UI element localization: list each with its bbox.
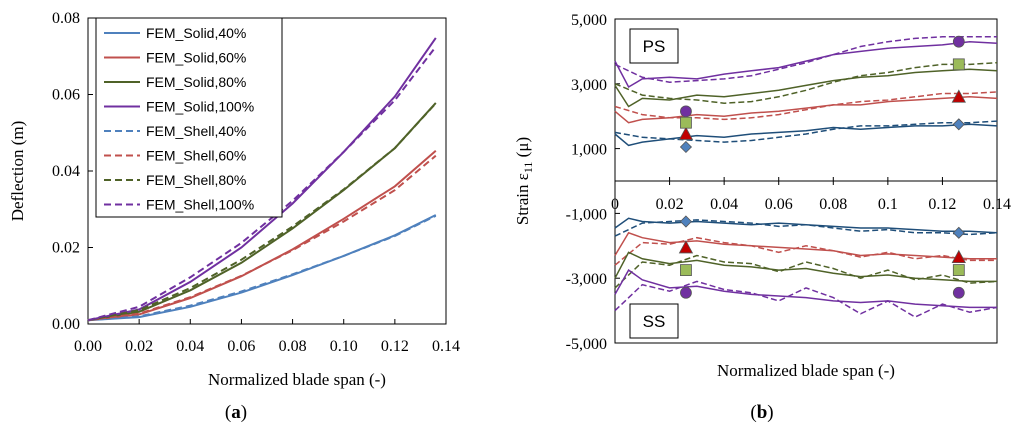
ps-box: PS	[629, 28, 679, 64]
series-line	[87, 102, 437, 322]
y-tick-label: 0.08	[52, 10, 80, 27]
series-line	[614, 219, 998, 237]
marker-square	[680, 264, 692, 277]
chart-b-ticks: 0 0.02 0.04 0.06 0.08 0.1 0.12 0.14 5,000 3,000 1,…	[566, 12, 1011, 353]
chart-b-xlabel: Normalized blade span (-)	[717, 361, 895, 380]
x-tick-label: 0.06	[227, 338, 255, 355]
panel-label-a: (a)	[225, 402, 247, 423]
legend-label: FEM_Shell,80%	[146, 172, 246, 188]
marker-diamond	[952, 226, 965, 239]
x-tick-label: 0.04	[710, 196, 738, 213]
marker-triangle	[678, 240, 694, 254]
series-line	[614, 96, 998, 124]
legend-label: FEM_Shell,40%	[146, 123, 246, 139]
legend-label: FEM_Solid,60%	[146, 50, 246, 66]
series-line	[614, 91, 998, 121]
series-line	[614, 68, 998, 108]
series-line	[614, 236, 997, 266]
marker-diamond	[952, 118, 965, 131]
legend-label: FEM_Solid,100%	[146, 99, 254, 115]
series-line	[87, 214, 437, 322]
marker-circle	[952, 286, 965, 299]
y-tick-label: 0.06	[52, 87, 80, 104]
x-tick-label: 0.00	[74, 338, 102, 355]
y-tick-label: 1,000	[571, 142, 607, 159]
panel-label-b: (b)	[750, 402, 773, 423]
marker-diamond	[679, 215, 693, 228]
series-line	[614, 40, 998, 89]
chart-b-ylabel: Strain ε11 (μ)	[513, 137, 535, 225]
chart-a-ticks: 0.00 0.02 0.04 0.06 0.08 0.10 0.12 0.14 0.00 0.02…	[52, 10, 460, 355]
ss-box: SS	[629, 303, 679, 339]
x-tick-label: 0.08	[819, 196, 847, 213]
series-line	[87, 37, 437, 322]
chart-b-markers	[678, 35, 966, 299]
marker-diamond	[679, 140, 693, 154]
marker-circle	[680, 286, 692, 299]
x-tick-label: 0.10	[330, 338, 358, 355]
chart-a-ylabel: Deflection (m)	[8, 121, 27, 222]
series-line	[614, 251, 997, 283]
ps-box-frame	[629, 28, 679, 64]
chart-a: 0.00 0.02 0.04 0.06 0.08 0.10 0.12 0.14 0.00 0.02…	[8, 10, 460, 423]
series-line	[614, 217, 998, 234]
x-tick-label: 0.1	[878, 196, 898, 213]
x-tick-label: 0.02	[656, 196, 684, 213]
legend-label: FEM_Solid,40%	[146, 25, 246, 41]
series-line	[614, 61, 998, 104]
marker-circle	[952, 35, 965, 48]
y-tick-label: 5,000	[571, 12, 607, 29]
chart-a-xlabel: Normalized blade span (-)	[208, 370, 386, 389]
series-line	[614, 36, 997, 83]
legend-label: FEM_Shell,100%	[146, 197, 254, 213]
marker-triangle	[951, 89, 966, 103]
series-line	[87, 154, 437, 322]
x-tick-label: 0.04	[176, 338, 204, 355]
marker-square	[680, 116, 692, 129]
x-tick-label: 0.06	[765, 196, 793, 213]
chart-b-series	[614, 36, 998, 318]
marker-circle	[680, 105, 692, 118]
chart-a-legend: FEM_Solid,40% FEM_Solid,60% FEM_Solid,80% F…	[95, 17, 283, 218]
legend-label: FEM_Shell,60%	[146, 148, 246, 164]
x-tick-label: 0	[611, 196, 619, 213]
y-tick-label: -3,000	[566, 271, 607, 288]
chart-b: 0 0.02 0.04 0.06 0.08 0.1 0.12 0.14 5,000 3,000 1,…	[513, 12, 1011, 423]
legend-label: FEM_Solid,80%	[146, 74, 246, 90]
x-tick-label: 0.08	[279, 338, 307, 355]
series-line	[614, 120, 998, 143]
marker-triangle	[678, 126, 694, 140]
x-tick-label: 0.12	[928, 196, 956, 213]
x-tick-label: 0.14	[983, 196, 1011, 213]
chart-a-series	[87, 37, 437, 322]
x-tick-label: 0.02	[125, 338, 153, 355]
series-line	[614, 280, 998, 318]
y-tick-label: -1,000	[566, 206, 607, 223]
y-tick-label: 3,000	[571, 77, 607, 94]
y-tick-label: 0.00	[52, 316, 80, 333]
ss-box-frame	[629, 303, 679, 339]
series-line	[614, 123, 998, 147]
series-line	[614, 254, 998, 289]
series-line	[614, 231, 997, 260]
x-tick-label: 0.12	[381, 338, 409, 355]
ss-label: SS	[643, 312, 666, 331]
marker-square	[952, 264, 965, 277]
y-tick-label: 0.02	[52, 240, 80, 257]
marker-triangle	[951, 249, 966, 264]
y-tick-label: 0.04	[52, 163, 80, 180]
series-line	[614, 269, 997, 309]
ps-label: PS	[643, 37, 666, 56]
marker-square	[952, 58, 965, 71]
legend-items: FEM_Solid,40% FEM_Solid,60% FEM_Solid,80% F…	[104, 25, 254, 213]
legend-frame	[95, 17, 283, 218]
x-tick-label: 0.14	[432, 338, 460, 355]
y-tick-label: -5,000	[566, 336, 607, 353]
